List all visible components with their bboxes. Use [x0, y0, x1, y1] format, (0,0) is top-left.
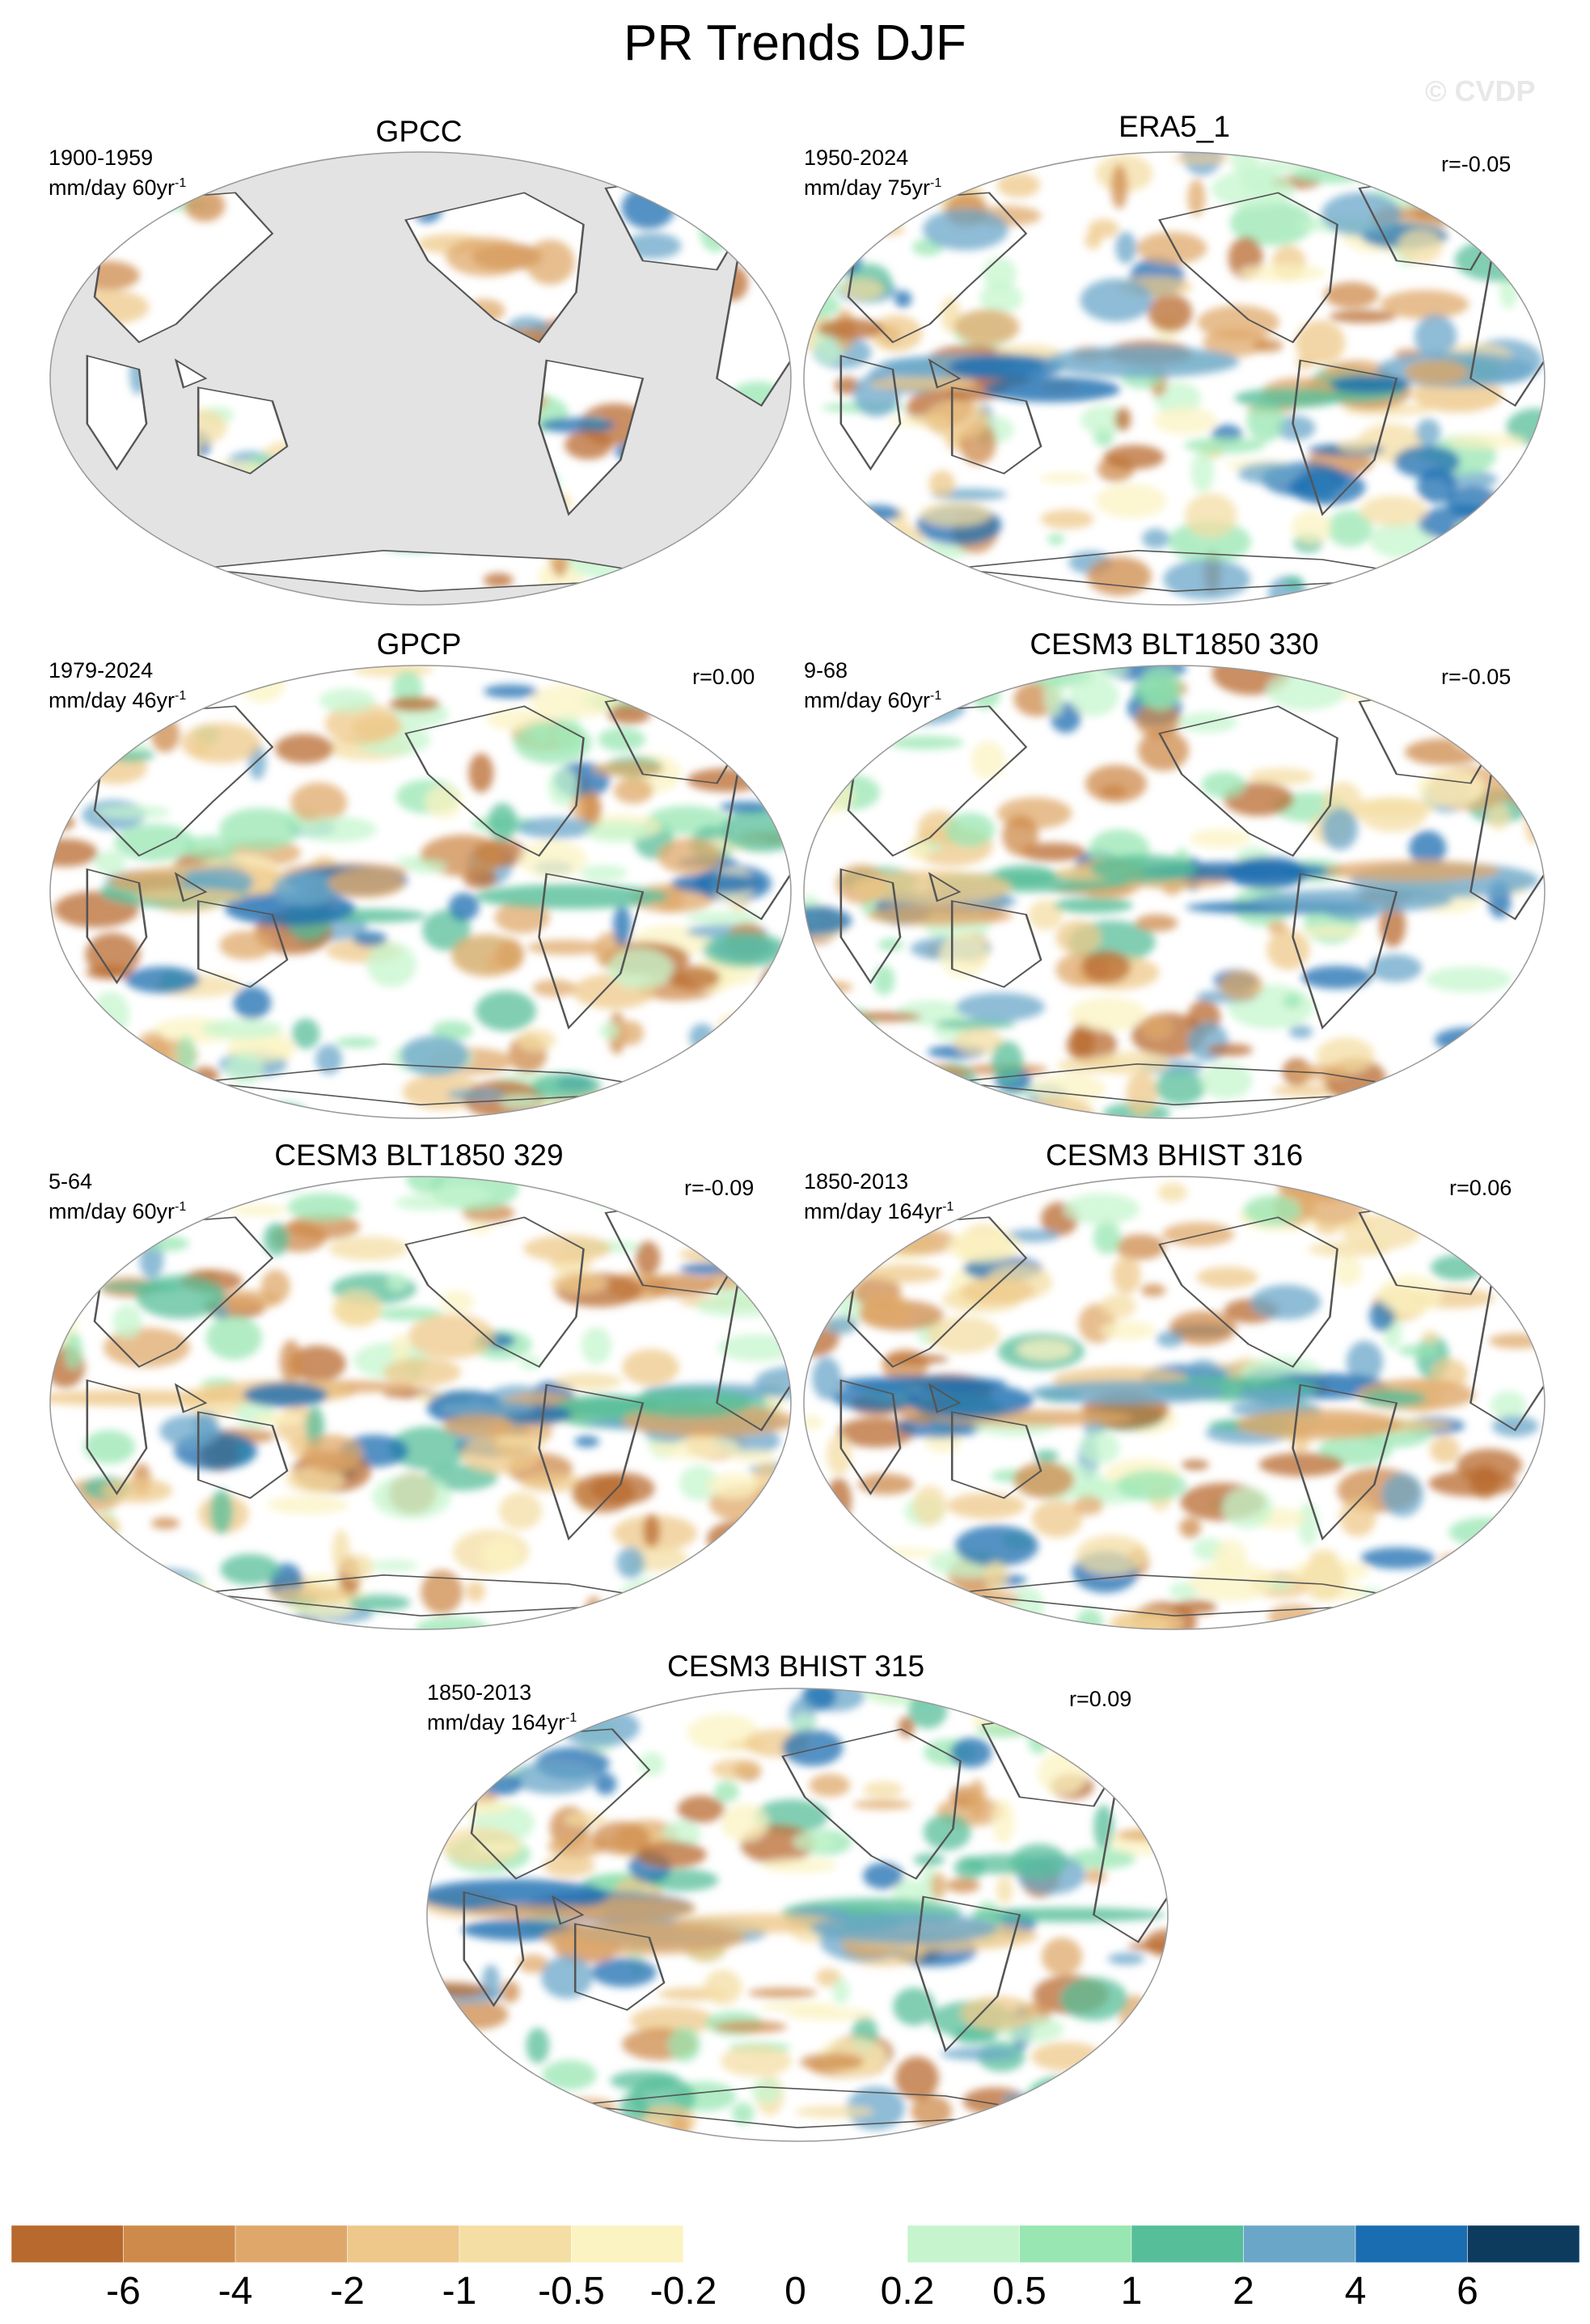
figure-title: PR Trends DJF — [624, 15, 966, 71]
colorbar-label: -0.2 — [649, 2270, 717, 2313]
panel-units-sup-4: -1 — [930, 689, 942, 703]
panel-corr-7: r=0.09 — [1069, 1687, 1132, 1711]
panel-units-7: mm/day 164yr — [427, 1710, 566, 1735]
panel-units-6: mm/day 164yr — [804, 1199, 943, 1223]
panel-period-2: 1950-2024 — [804, 146, 909, 170]
panel-period-6: 1850-2013 — [804, 1169, 909, 1194]
colorbar-swatch-8 — [907, 2225, 1020, 2263]
panel-units-sup-3: -1 — [175, 689, 187, 703]
panel-units-sup-6: -1 — [942, 1200, 954, 1214]
panel-meta-4: 9-68 mm/day 60yr-1 — [804, 658, 941, 713]
panel-corr-3: r=0.00 — [692, 665, 755, 689]
panel-title-7: CESM3 BHIST 315 — [666, 1650, 925, 1683]
colorbar-label: 0.2 — [880, 2270, 935, 2313]
colorbar-swatch-4 — [459, 2225, 572, 2263]
map-outline — [803, 151, 1546, 606]
panel-meta-5: 5-64 mm/day 60yr-1 — [49, 1169, 186, 1224]
colorbar-swatch-13 — [1467, 2225, 1580, 2263]
panel-meta-1: 1900-1959 mm/day 60yr-1 — [49, 146, 186, 201]
colorbar-label: -2 — [330, 2270, 365, 2313]
colorbar-swatch-12 — [1355, 2225, 1468, 2263]
panel-units-4: mm/day 60yr — [804, 688, 931, 712]
colorbar-swatch-6 — [683, 2225, 796, 2263]
panel-units-sup-2: -1 — [930, 176, 942, 190]
colorbar-label: 2 — [1233, 2270, 1254, 2313]
colorbar-swatch-9 — [1019, 2225, 1132, 2263]
panel-title-2: ERA5_1 — [1118, 110, 1230, 143]
map-panel-7 — [426, 1688, 1169, 2142]
colorbar-label: -4 — [218, 2270, 253, 2313]
panel-units-3-wrap: mm/day 46yr-1 — [49, 683, 186, 713]
panel-title-6: CESM3 BHIST 316 — [1045, 1139, 1304, 1172]
colorbar-label: 1 — [1120, 2270, 1143, 2313]
panel-title-1: GPCC — [375, 115, 463, 148]
panel-period-3: 1979-2024 — [49, 658, 154, 682]
panel-corr-5: r=-0.09 — [684, 1176, 755, 1200]
panel-units-sup-7: -1 — [565, 1711, 577, 1725]
colorbar-label: 0 — [784, 2270, 806, 2313]
map-panel-3 — [49, 665, 792, 1119]
colorbar-label: 0.5 — [992, 2270, 1047, 2313]
panel-units-1-wrap: mm/day 60yr-1 — [49, 171, 186, 201]
colorbar-swatch-10 — [1131, 2225, 1244, 2263]
colorbar-label: 4 — [1344, 2270, 1367, 2313]
colorbar-label: -1 — [442, 2270, 477, 2313]
map-panel-5 — [49, 1176, 792, 1630]
panel-title-4: CESM3 BLT1850 330 — [1030, 627, 1319, 661]
colorbar-swatch-7 — [795, 2225, 908, 2263]
map-panel-2 — [803, 151, 1546, 606]
map-outline — [803, 665, 1546, 1119]
panel-title-5: CESM3 BLT1850 329 — [274, 1139, 564, 1172]
map-outline — [49, 665, 792, 1119]
panel-corr-2: r=-0.05 — [1441, 152, 1512, 176]
panel-units-4-wrap: mm/day 60yr-1 — [804, 683, 941, 713]
map-panel-1 — [49, 151, 792, 606]
panel-period-1: 1900-1959 — [49, 146, 154, 170]
panel-period-5: 5-64 — [49, 1169, 93, 1194]
map-panel-6 — [803, 1176, 1546, 1630]
map-outline — [49, 1176, 792, 1630]
cvdp-watermark: © CVDP — [1425, 74, 1536, 108]
panel-units-5-wrap: mm/day 60yr-1 — [49, 1194, 186, 1224]
panel-units-sup-5: -1 — [175, 1200, 187, 1214]
colorbar-swatch-5 — [571, 2225, 684, 2263]
colorbar-swatch-11 — [1243, 2225, 1356, 2263]
panel-units-2-wrap: mm/day 75yr-1 — [804, 171, 941, 201]
map-panel-4 — [803, 665, 1546, 1119]
colorbar-label: -6 — [106, 2270, 141, 2313]
panel-meta-2: 1950-2024 mm/day 75yr-1 — [804, 146, 941, 201]
panel-units-6-wrap: mm/day 164yr-1 — [804, 1194, 954, 1224]
colorbar-swatch-3 — [347, 2225, 460, 2263]
panel-period-4: 9-68 — [804, 658, 848, 682]
trend-field — [427, 1688, 1168, 2141]
panel-units-2: mm/day 75yr — [804, 175, 931, 200]
panel-meta-3: 1979-2024 mm/day 46yr-1 — [49, 658, 186, 713]
colorbar-label: 6 — [1457, 2270, 1478, 2313]
trend-field — [804, 1177, 1545, 1629]
panel-units-1: mm/day 60yr — [49, 175, 175, 200]
colorbar-swatch-0 — [11, 2225, 124, 2263]
panel-units-7-wrap: mm/day 164yr-1 — [427, 1705, 577, 1735]
panel-meta-6: 1850-2013 mm/day 164yr-1 — [804, 1169, 954, 1224]
panel-units-5: mm/day 60yr — [49, 1199, 175, 1223]
panel-corr-4: r=-0.05 — [1441, 665, 1512, 689]
map-outline — [803, 1176, 1546, 1630]
colorbar-label: -0.5 — [538, 2270, 605, 2313]
panel-units-sup-1: -1 — [175, 176, 187, 190]
panel-units-3: mm/day 46yr — [49, 688, 175, 712]
map-outline — [426, 1688, 1169, 2142]
colorbar-swatch-2 — [235, 2225, 348, 2263]
panel-title-3: GPCP — [376, 627, 462, 661]
map-outline — [49, 151, 792, 606]
colorbar-swatch-1 — [123, 2225, 236, 2263]
panel-period-7: 1850-2013 — [427, 1680, 532, 1705]
panel-meta-7: 1850-2013 mm/day 164yr-1 — [427, 1680, 577, 1735]
colorbar — [11, 2225, 1580, 2263]
panel-corr-6: r=0.06 — [1449, 1176, 1512, 1200]
